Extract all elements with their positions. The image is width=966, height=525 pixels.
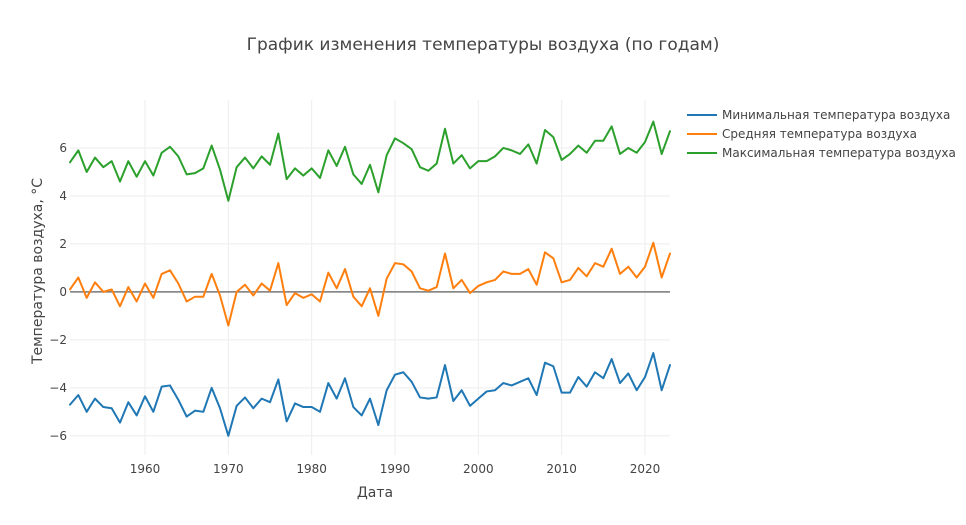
y-axis-title: Температура воздуха, °C — [30, 178, 46, 365]
legend-item-2[interactable]: Средняя температура воздуха — [687, 127, 917, 141]
x-tick-label: 1980 — [296, 462, 327, 476]
legend-item-3[interactable]: Максимальная температура воздуха — [687, 146, 956, 160]
series-line-1 — [69, 352, 671, 437]
y-tick-label: −6 — [49, 429, 67, 443]
series-line-3 — [69, 120, 671, 202]
y-tick-label: −4 — [49, 381, 67, 395]
y-tick-label: −2 — [49, 333, 67, 347]
y-tick-label: 4 — [59, 189, 67, 203]
series-layer — [69, 120, 671, 437]
x-tick-label: 2020 — [630, 462, 661, 476]
y-tick-label: 0 — [59, 285, 67, 299]
legend-item-1[interactable]: Минимальная температура воздуха — [687, 108, 950, 122]
legend-label: Минимальная температура воздуха — [722, 108, 950, 122]
x-tick-label: 1990 — [380, 462, 411, 476]
legend: Минимальная температура воздуха Средняя т… — [687, 108, 956, 160]
y-tick-label: 2 — [59, 237, 67, 251]
x-tick-label: 2000 — [463, 462, 494, 476]
x-tick-labels: 1960 1970 1980 1990 2000 2010 2020 — [130, 462, 661, 476]
chart-title: График изменения температуры воздуха (по… — [247, 35, 720, 55]
x-tick-label: 1970 — [213, 462, 244, 476]
series-line-2 — [69, 241, 671, 327]
legend-label: Максимальная температура воздуха — [722, 146, 956, 160]
grid-layer — [70, 100, 670, 455]
x-tick-label: 2010 — [546, 462, 577, 476]
legend-label: Средняя температура воздуха — [722, 127, 917, 141]
y-tick-labels: −6 −4 −2 0 2 4 6 — [49, 141, 67, 443]
y-tick-label: 6 — [59, 141, 67, 155]
x-axis-title: Дата — [357, 485, 393, 501]
x-tick-label: 1960 — [130, 462, 161, 476]
